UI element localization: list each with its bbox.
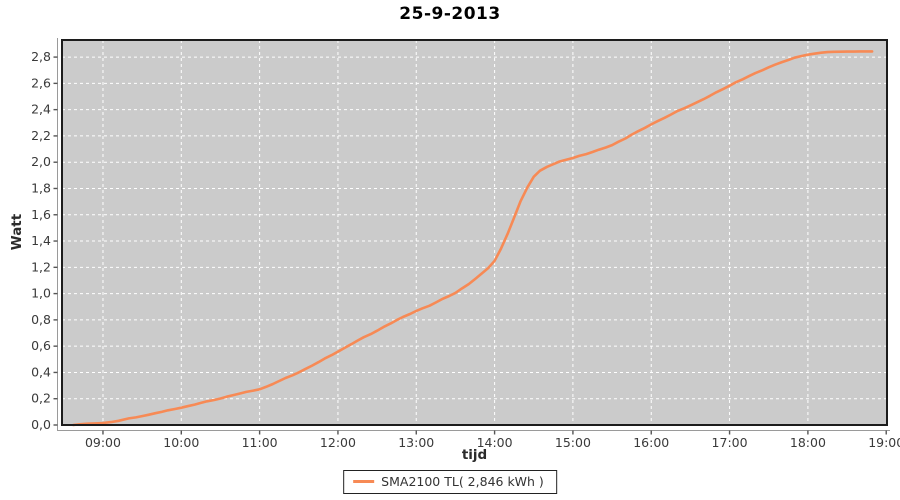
x-tick-label: 18:00 — [790, 435, 826, 450]
x-tick-label: 09:00 — [85, 435, 121, 450]
y-axis-title: Watt — [9, 213, 25, 251]
y-tick-label: 2,8 — [31, 49, 51, 64]
y-tick-label: 1,0 — [31, 286, 51, 301]
y-tick-label: 2,4 — [31, 102, 51, 117]
y-tick-label: 1,4 — [31, 233, 51, 248]
y-tick-label: 1,2 — [31, 259, 51, 274]
y-tick-label: 0,0 — [31, 417, 51, 432]
y-tick-label: 0,2 — [31, 391, 51, 406]
x-axis-title: tijd — [461, 447, 488, 463]
x-tick-label: 17:00 — [712, 435, 748, 450]
x-tick-label: 13:00 — [398, 435, 434, 450]
plot-frame — [61, 39, 888, 426]
x-tick-label: 19:00 — [868, 435, 900, 450]
x-tick-label: 10:00 — [163, 435, 199, 450]
x-tick-label: 15:00 — [555, 435, 591, 450]
axis-tick-labels: 09:00 10:00 11:00 12:00 13:00 14:00 15:00 16:00… — [31, 49, 900, 450]
x-tick-label: 14:00 — [477, 435, 513, 450]
y-tick-label: 2,2 — [31, 128, 51, 143]
y-tick-label: 0,4 — [31, 364, 51, 379]
axis-lines — [57, 38, 890, 431]
legend-series-swatch — [353, 480, 375, 483]
plot-border — [61, 39, 888, 426]
y-tick-label: 2,0 — [31, 154, 51, 169]
x-tick-label: 12:00 — [320, 435, 356, 450]
x-tick-label: 16:00 — [633, 435, 669, 450]
data-series-line — [71, 50, 874, 427]
legend: SMA2100 TL( 2,846 kWh ) — [343, 470, 557, 494]
plot-background — [62, 40, 887, 425]
legend-series-label: SMA2100 TL( 2,846 kWh ) — [381, 474, 544, 489]
gridlines — [62, 40, 887, 425]
y-tick-label: 2,6 — [31, 75, 51, 90]
y-tick-label: 1,8 — [31, 180, 51, 195]
plot-area — [62, 40, 887, 425]
y-tick-label: 0,6 — [31, 338, 51, 353]
axis-tick-marks — [53, 56, 887, 435]
x-tick-label: 11:00 — [242, 435, 278, 450]
series-line — [71, 50, 874, 427]
y-tick-label: 1,6 — [31, 207, 51, 222]
chart-title: 25-9-2013 — [399, 4, 501, 24]
y-tick-label: 0,8 — [31, 312, 51, 327]
